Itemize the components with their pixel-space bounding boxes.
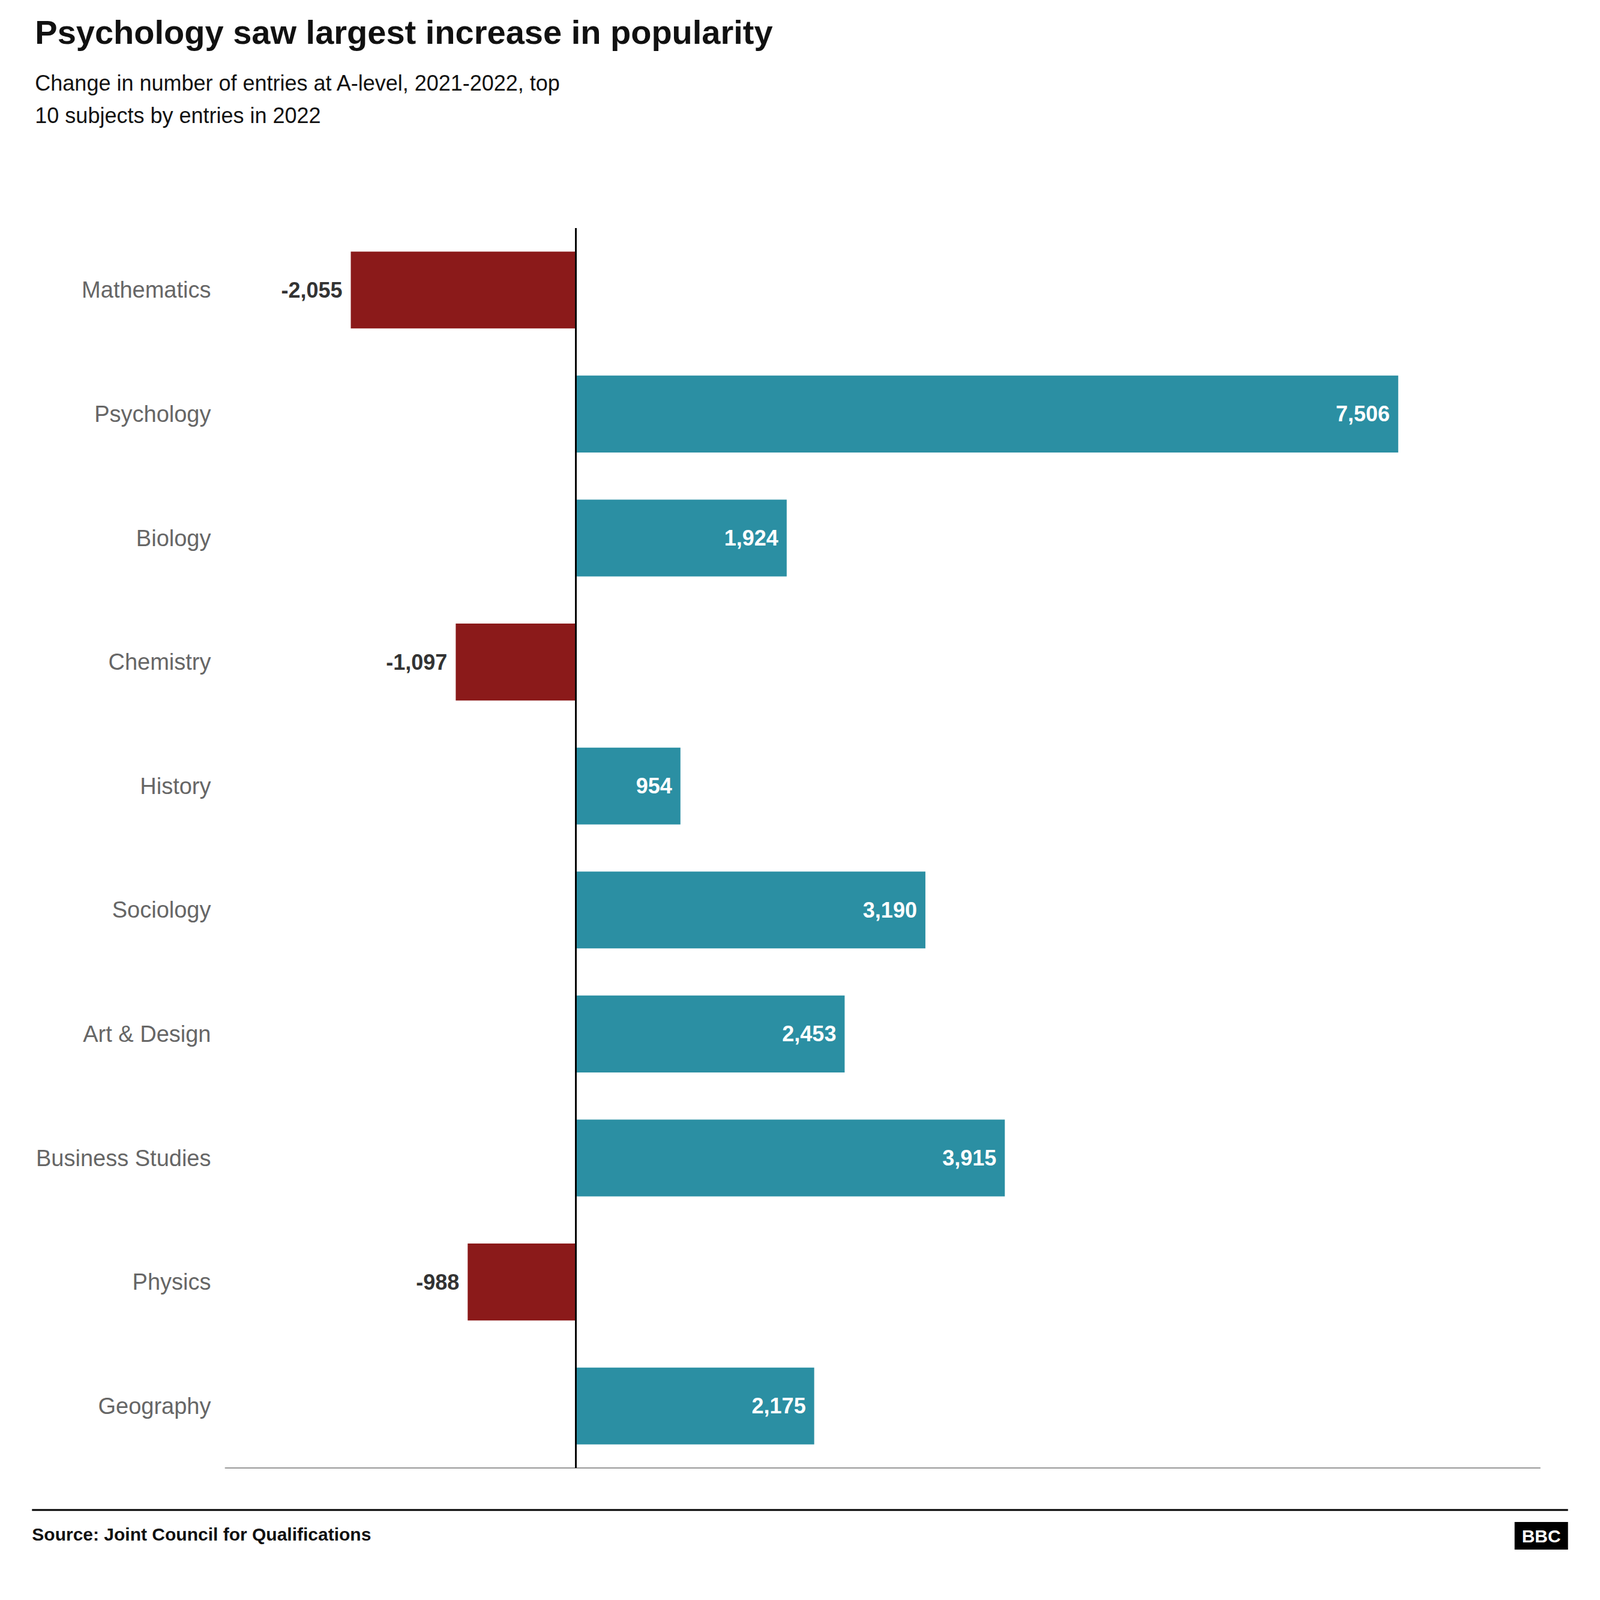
svg-text:Change in number of entries at: Change in number of entries at A-level, … xyxy=(34,70,560,96)
svg-text:2,453: 2,453 xyxy=(781,1021,837,1047)
svg-text:Chemistry: Chemistry xyxy=(108,649,211,675)
svg-text:-988: -988 xyxy=(415,1269,460,1295)
svg-text:BBC: BBC xyxy=(1521,1526,1561,1546)
svg-text:1,924: 1,924 xyxy=(724,525,779,551)
svg-text:Psychology: Psychology xyxy=(94,401,211,427)
svg-text:954: 954 xyxy=(636,773,673,799)
svg-text:10 subjects by entries in 2022: 10 subjects by entries in 2022 xyxy=(34,103,321,128)
svg-text:Source: Joint Council for Qual: Source: Joint Council for Qualifications xyxy=(31,1524,371,1545)
svg-text:Sociology: Sociology xyxy=(112,897,212,923)
svg-text:2,175: 2,175 xyxy=(751,1393,807,1419)
svg-text:Art & Design: Art & Design xyxy=(82,1021,211,1047)
svg-text:3,915: 3,915 xyxy=(942,1145,997,1171)
svg-text:Business Studies: Business Studies xyxy=(36,1145,212,1171)
svg-text:3,190: 3,190 xyxy=(863,897,918,923)
svg-text:-1,097: -1,097 xyxy=(385,649,448,675)
svg-text:History: History xyxy=(139,773,211,799)
svg-text:Psychology saw largest increas: Psychology saw largest increase in popul… xyxy=(34,13,773,52)
svg-text:Mathematics: Mathematics xyxy=(81,277,211,303)
svg-text:7,506: 7,506 xyxy=(1335,401,1390,427)
svg-text:Biology: Biology xyxy=(136,525,212,551)
svg-text:-2,055: -2,055 xyxy=(280,277,343,303)
svg-text:Geography: Geography xyxy=(97,1393,211,1419)
svg-text:Physics: Physics xyxy=(132,1269,212,1295)
